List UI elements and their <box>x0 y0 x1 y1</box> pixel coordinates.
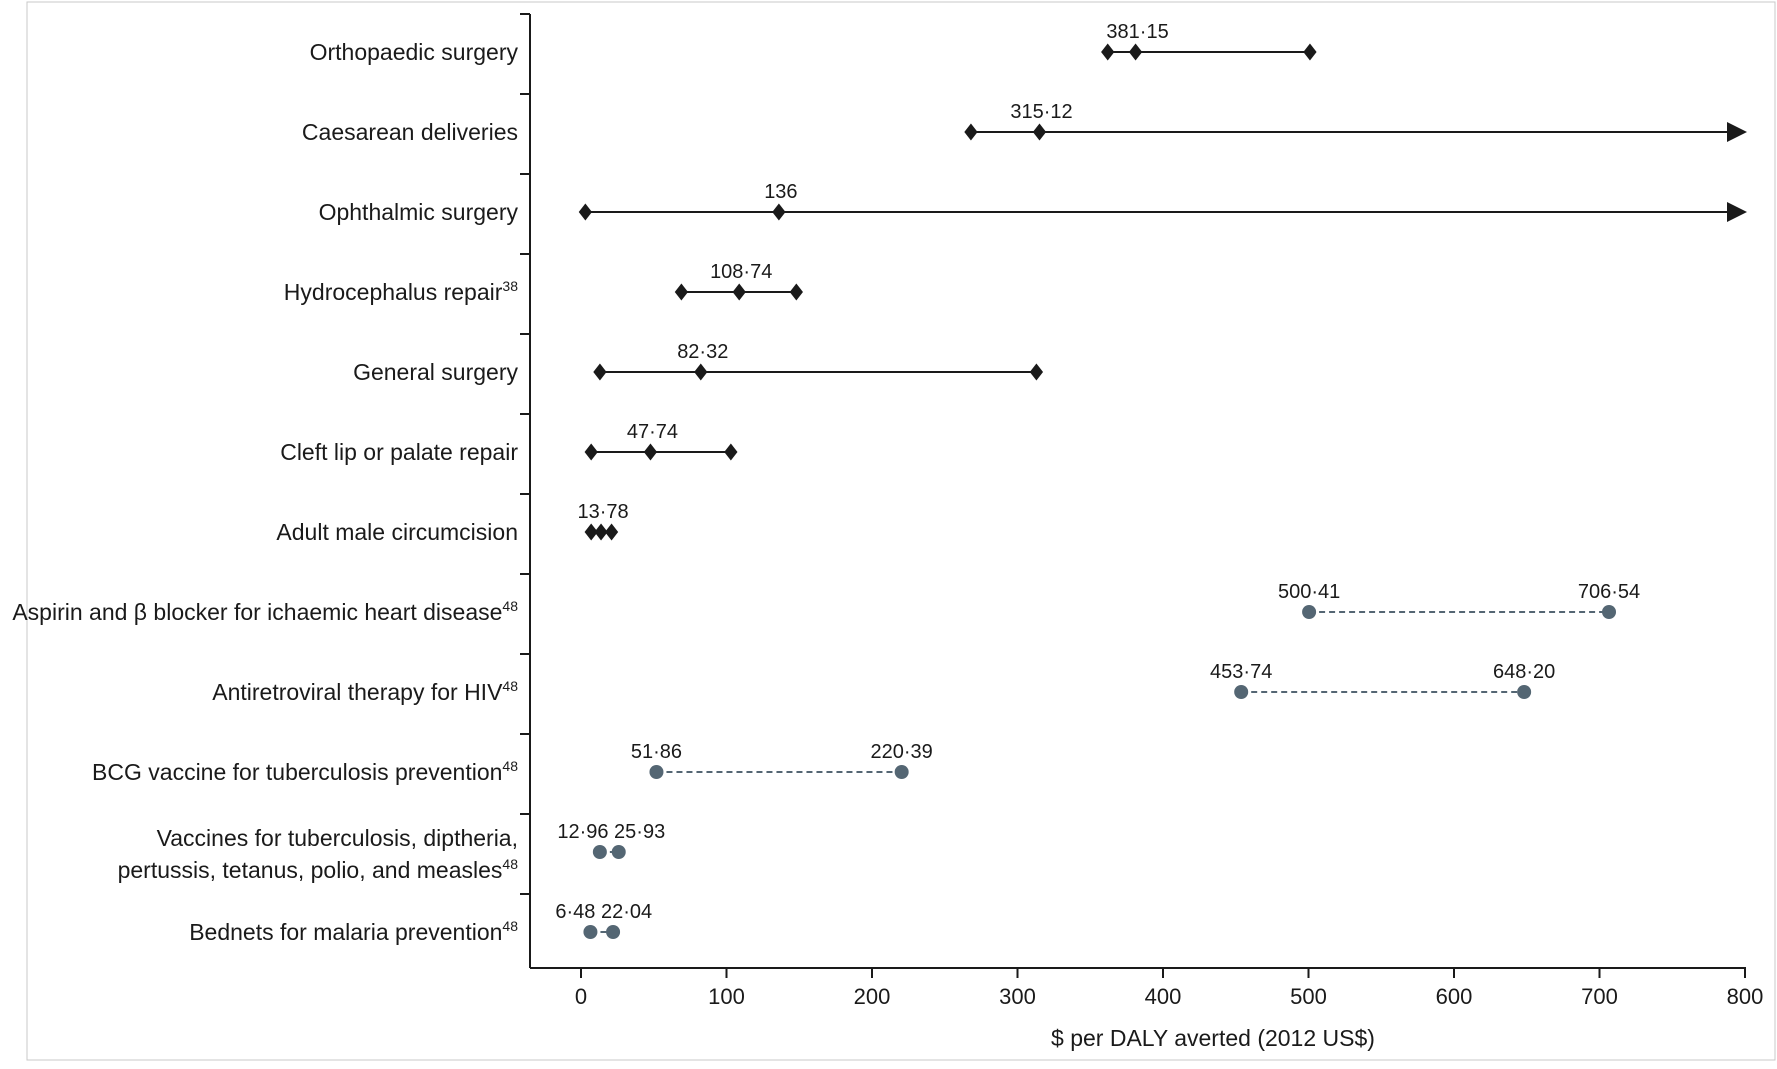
max-value-label: 220·39 <box>871 741 933 763</box>
data-row: Orthopaedic surgery 381·15 <box>310 21 1317 65</box>
data-row: Aspirin and β blocker for ichaemic heart… <box>12 581 1640 625</box>
x-tick-label: 200 <box>854 984 891 1009</box>
diamond-marker <box>789 283 803 301</box>
category-label: Hydrocephalus repair38 <box>284 278 518 305</box>
superscript-ref: 48 <box>502 598 518 614</box>
max-marker <box>611 845 626 859</box>
data-row: Cleft lip or palate repair 47·74 <box>280 421 738 465</box>
x-tick-label: 400 <box>1145 984 1182 1009</box>
category-label: Adult male circumcision <box>276 519 518 545</box>
chart-frame <box>26 1 1776 1061</box>
diamond-marker <box>1128 43 1143 61</box>
category-label: pertussis, tetanus, polio, and measles48 <box>118 856 519 883</box>
superscript-ref: 48 <box>502 856 518 872</box>
diamond-marker <box>643 443 658 461</box>
min-marker <box>583 925 598 939</box>
diamond-marker <box>578 203 592 221</box>
x-tick-label: 500 <box>1290 984 1327 1009</box>
diamond-marker <box>694 363 708 381</box>
category-label: Antiretroviral therapy for HIV48 <box>212 678 518 705</box>
x-tick-label: 700 <box>1581 984 1618 1009</box>
category-label: Caesarean deliveries <box>302 119 518 145</box>
diamond-marker <box>1032 123 1047 141</box>
category-label: Cleft lip or palate repair <box>280 439 518 465</box>
diamond-marker <box>1101 43 1115 61</box>
point-value-label: 315·12 <box>1010 101 1072 123</box>
category-label: BCG vaccine for tuberculosis prevention4… <box>92 758 518 785</box>
category-label: Orthopaedic surgery <box>310 39 519 65</box>
data-row: Bednets for malaria prevention48 6·48 22·… <box>189 901 652 945</box>
x-tick-label: 300 <box>999 984 1036 1009</box>
data-row: Antiretroviral therapy for HIV48 453·74 64… <box>212 661 1555 705</box>
diamond-marker <box>593 363 607 381</box>
category-label: Ophthalmic surgery <box>319 199 519 225</box>
min-value-label: 453·74 <box>1210 661 1272 683</box>
max-value-label: 648·20 <box>1493 661 1555 683</box>
point-value-label: 136 <box>764 181 797 203</box>
x-tick-label: 100 <box>708 984 745 1009</box>
max-marker <box>606 925 621 939</box>
diamond-marker <box>584 443 598 461</box>
min-marker <box>1234 685 1249 699</box>
x-tick-label: 0 <box>575 984 587 1009</box>
max-marker <box>894 765 909 779</box>
max-marker <box>1602 605 1617 619</box>
point-value-label: 82·32 <box>677 341 728 363</box>
data-row: Adult male circumcision 13·78 <box>276 501 628 545</box>
diamond-marker <box>1029 363 1044 381</box>
min-marker <box>592 845 607 859</box>
point-value-label: 13·78 <box>577 501 628 523</box>
data-row: General surgery 82·32 <box>353 341 1044 385</box>
diamond-marker <box>724 443 738 461</box>
diamond-marker <box>584 523 598 541</box>
diamond-marker <box>964 123 978 141</box>
range-values-label: 12·96 25·93 <box>557 821 665 843</box>
category-label: Aspirin and β blocker for ichaemic heart… <box>12 598 518 625</box>
data-row: Ophthalmic surgery 136 <box>319 181 1747 225</box>
superscript-ref: 48 <box>502 758 518 774</box>
data-row: Vaccines for tuberculosis, diptheria, per… <box>118 821 666 883</box>
min-value-label: 51·86 <box>631 741 682 763</box>
arrow-head <box>1727 122 1747 142</box>
diamond-marker <box>674 283 689 301</box>
x-axis-title: $ per DALY averted (2012 US$) <box>1051 1025 1375 1051</box>
data-row: Hydrocephalus repair38 108·74 <box>284 261 803 305</box>
diamond-marker <box>732 283 746 301</box>
min-value-label: 500·41 <box>1278 581 1340 603</box>
max-value-label: 706·54 <box>1578 581 1640 603</box>
range-values-label: 6·48 22·04 <box>555 901 652 923</box>
diamond-marker <box>772 203 786 221</box>
max-marker <box>1517 685 1532 699</box>
diamond-marker <box>604 523 619 541</box>
point-value-label: 108·74 <box>710 261 772 283</box>
min-marker <box>1302 605 1317 619</box>
x-tick-label: 600 <box>1436 984 1473 1009</box>
superscript-ref: 38 <box>502 278 518 294</box>
category-label: Vaccines for tuberculosis, diptheria, <box>157 825 518 851</box>
data-row: BCG vaccine for tuberculosis prevention4… <box>92 741 933 785</box>
diamond-marker <box>594 523 608 541</box>
min-marker <box>649 765 664 779</box>
arrow-head <box>1727 202 1747 222</box>
superscript-ref: 48 <box>502 918 518 934</box>
superscript-ref: 48 <box>502 678 518 694</box>
diamond-marker <box>1303 43 1317 61</box>
x-tick-label: 800 <box>1727 984 1764 1009</box>
point-value-label: 47·74 <box>627 421 678 443</box>
category-label: Bednets for malaria prevention48 <box>189 918 518 945</box>
point-value-label: 381·15 <box>1106 21 1168 43</box>
data-row: Caesarean deliveries 315·12 <box>302 101 1747 145</box>
category-label: General surgery <box>353 359 518 385</box>
